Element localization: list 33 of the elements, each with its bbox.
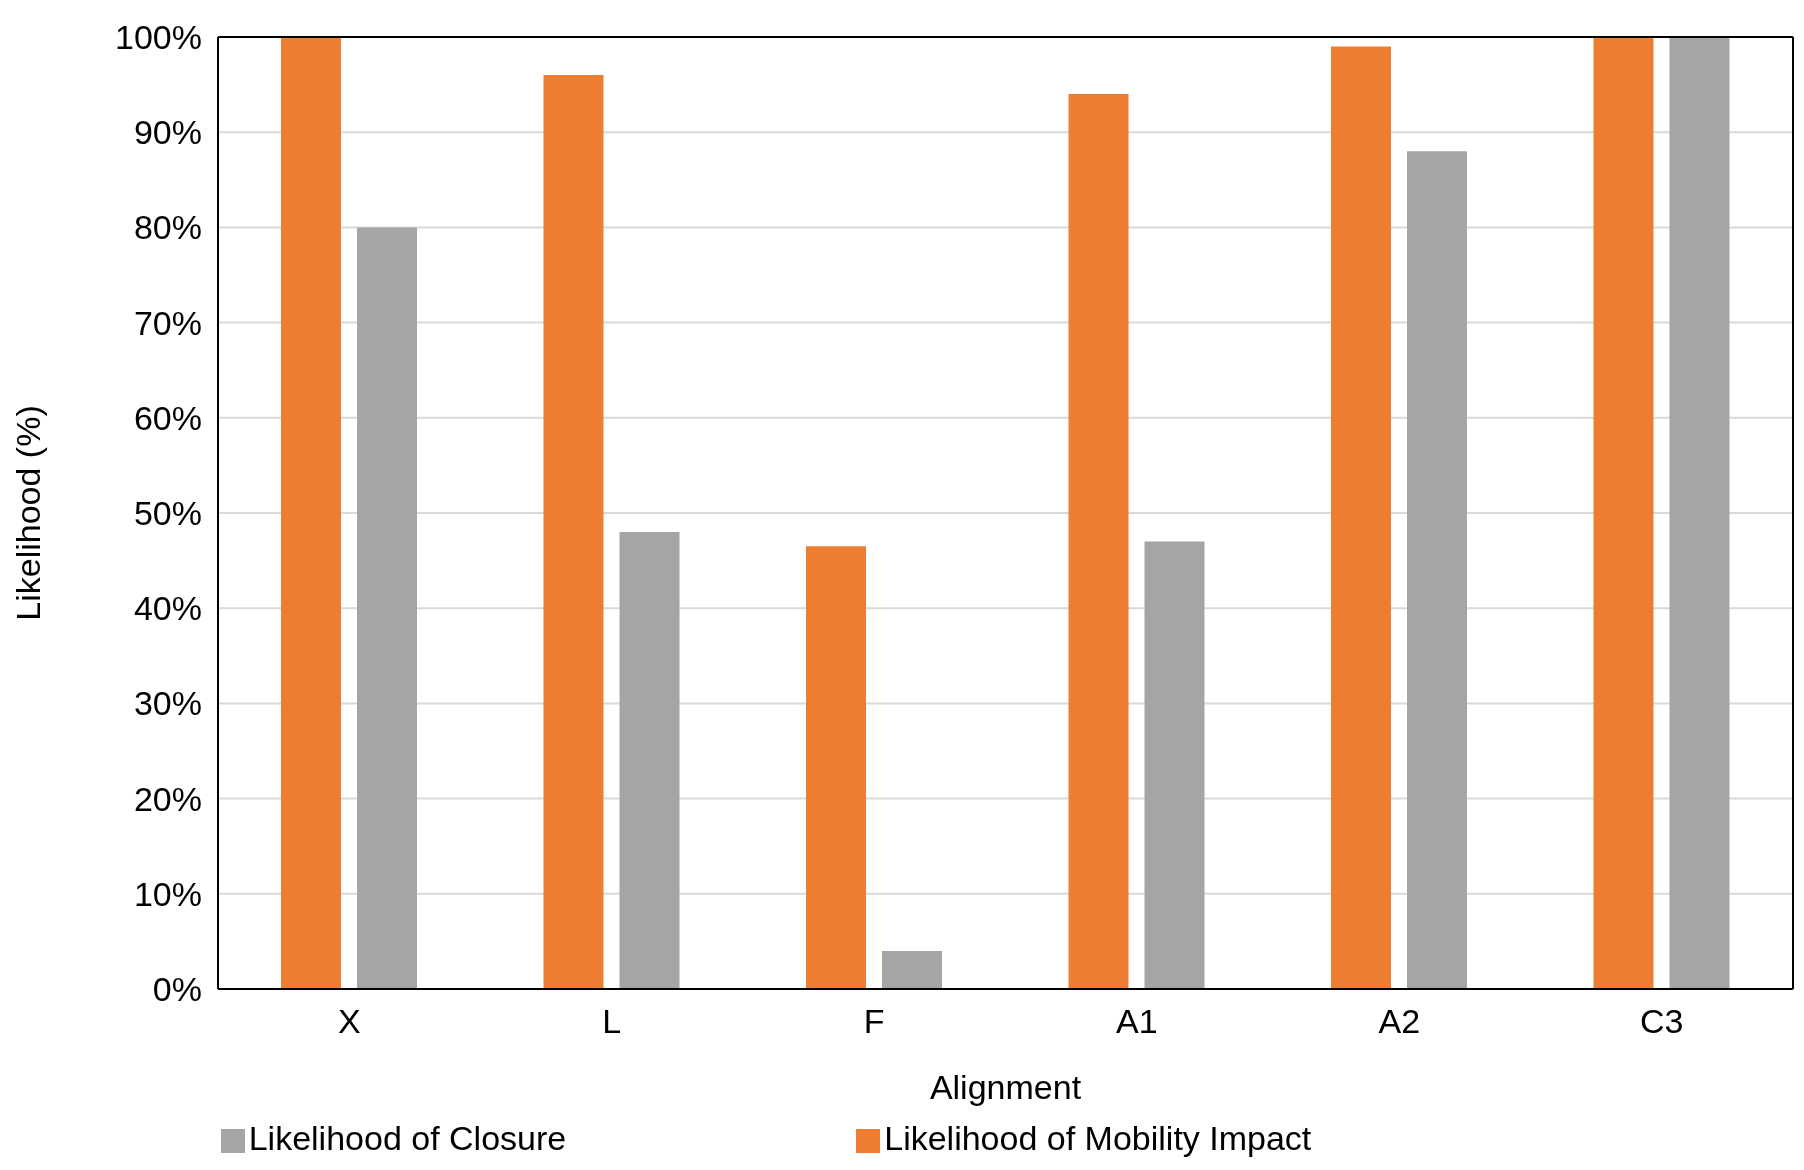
x-tick-label: X xyxy=(337,1002,361,1041)
y-tick-label: 60% xyxy=(133,398,202,437)
legend-label: Likelihood of Mobility Impact xyxy=(884,1119,1312,1157)
bar xyxy=(1593,37,1654,989)
y-tick-label: 70% xyxy=(133,303,202,342)
y-tick-label: 40% xyxy=(133,589,202,628)
bar xyxy=(1068,94,1129,989)
x-tick-label: A1 xyxy=(1115,1002,1158,1041)
y-tick-label: 20% xyxy=(133,779,202,818)
bar xyxy=(1144,541,1205,989)
x-tick-label: L xyxy=(602,1002,622,1041)
bar xyxy=(1331,46,1391,989)
y-axis-title: Likelihood (%) xyxy=(9,405,48,621)
bar xyxy=(806,546,866,989)
y-tick-label: 50% xyxy=(133,494,202,533)
y-tick-label: 0% xyxy=(152,970,202,1009)
bar xyxy=(882,950,942,989)
y-tick-label: 90% xyxy=(133,113,202,152)
x-tick-label: F xyxy=(863,1002,885,1041)
y-tick-label: 100% xyxy=(115,18,202,57)
bar xyxy=(1669,37,1730,989)
y-tick-label: 80% xyxy=(133,208,202,247)
bar xyxy=(543,75,604,989)
bar xyxy=(281,37,341,989)
legend-label: Likelihood of Closure xyxy=(248,1119,567,1157)
bar xyxy=(619,532,680,989)
y-tick-label: 10% xyxy=(133,874,202,913)
bar xyxy=(1407,151,1467,989)
bar xyxy=(357,227,417,989)
x-tick-label: A2 xyxy=(1378,1002,1421,1041)
x-axis-title: Alignment xyxy=(929,1068,1082,1106)
y-tick-label: 30% xyxy=(133,684,202,723)
x-tick-label: C3 xyxy=(1640,1002,1684,1041)
